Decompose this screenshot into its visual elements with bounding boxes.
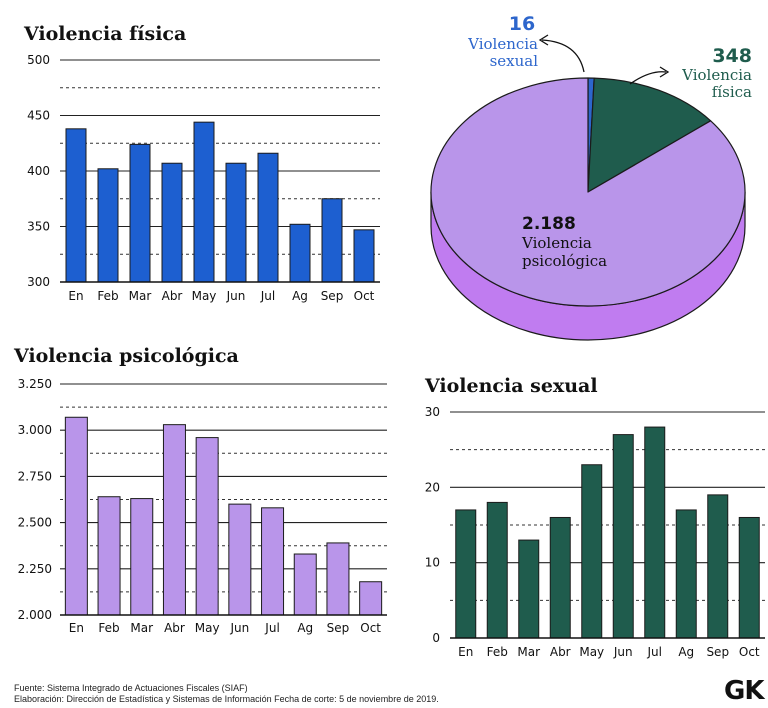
x-tick-label: Feb — [98, 621, 119, 635]
chart-title-sexual: Violencia sexual — [424, 375, 598, 397]
x-tick-label: Jun — [229, 621, 249, 635]
pie-slice-0 — [430, 77, 746, 307]
pie-label-sexual-1: Violencia — [467, 35, 538, 53]
x-tick-label: Mar — [517, 645, 540, 659]
x-tick-label: Oct — [360, 621, 381, 635]
y-tick-label: 3.250 — [18, 377, 52, 391]
chart-title-psicologica: Violencia psicológica — [13, 345, 239, 367]
x-tick-label: Jul — [260, 289, 275, 303]
x-tick-label: Oct — [354, 289, 375, 303]
gk-logo: GK — [724, 676, 764, 706]
x-tick-label: Abr — [164, 621, 185, 635]
x-tick-label: Abr — [162, 289, 183, 303]
pie-label-psicologica-1: Violencia — [521, 234, 592, 252]
y-tick-label: 3.000 — [18, 423, 52, 437]
bar-Mar — [130, 498, 154, 616]
pie-arrow-sexual — [541, 39, 585, 73]
x-tick-label: May — [195, 621, 220, 635]
x-tick-label: Ag — [297, 621, 313, 635]
x-tick-label: Oct — [739, 645, 760, 659]
pie-label-psicologica-2: psicológica — [522, 252, 607, 270]
footer-source: Fuente: Sistema Integrado de Actuaciones… — [14, 683, 248, 693]
x-tick-label: Jun — [226, 289, 246, 303]
y-tick-label: 0 — [432, 631, 440, 645]
x-tick-label: Jul — [264, 621, 279, 635]
x-tick-label: En — [69, 621, 84, 635]
bar-Feb — [486, 501, 508, 639]
y-tick-label: 20 — [425, 480, 440, 494]
bar-En — [455, 509, 477, 639]
pie-value-fisica: 348 — [712, 45, 752, 67]
bar-May — [193, 121, 215, 283]
y-tick-label: 2.000 — [18, 608, 52, 622]
pie-label-sexual-2: sexual — [490, 52, 539, 70]
x-tick-label: En — [68, 289, 83, 303]
bar-Mar — [518, 539, 540, 639]
pie-arrowhead-fisica — [659, 66, 670, 78]
pie-value-sexual: 16 — [509, 13, 535, 35]
y-tick-label: 400 — [27, 164, 50, 178]
x-tick-label: Abr — [550, 645, 571, 659]
pie-value-psicologica: 2.188 — [522, 214, 576, 234]
x-tick-label: Feb — [487, 645, 508, 659]
y-tick-label: 2.250 — [18, 562, 52, 576]
bar-Abr — [162, 424, 186, 616]
x-tick-label: Sep — [321, 289, 344, 303]
bar-Oct — [359, 581, 383, 616]
y-tick-label: 450 — [27, 109, 50, 123]
bar-Sep — [326, 542, 350, 616]
bar-Sep — [707, 494, 729, 639]
x-tick-label: En — [458, 645, 473, 659]
pie-label-fisica-1: Violencia — [681, 66, 752, 84]
y-tick-label: 2.750 — [18, 469, 52, 483]
pie-arrow-fisica — [629, 71, 667, 85]
bar-Oct — [738, 516, 760, 639]
x-tick-label: Mar — [129, 289, 152, 303]
bar-Jul — [644, 426, 666, 639]
bar-Abr — [161, 162, 183, 283]
bar-Ag — [675, 509, 697, 639]
footer: Fuente: Sistema Integrado de Actuaciones… — [14, 683, 439, 705]
bar-Mar — [129, 143, 151, 283]
bar-Abr — [549, 516, 571, 639]
bar-Ag — [289, 223, 311, 283]
bar-May — [581, 464, 603, 639]
y-tick-label: 10 — [425, 556, 440, 570]
bar-May — [195, 437, 219, 616]
x-tick-label: Feb — [97, 289, 118, 303]
x-tick-label: Ag — [292, 289, 308, 303]
y-tick-label: 2.500 — [18, 516, 52, 530]
bar-Jun — [612, 434, 634, 639]
pie-slice-1 — [587, 77, 712, 193]
bar-Sep — [321, 198, 343, 283]
bar-Jul — [261, 507, 285, 616]
x-tick-label: Mar — [130, 621, 153, 635]
x-tick-label: May — [192, 289, 217, 303]
y-tick-label: 300 — [27, 275, 50, 289]
bar-En — [65, 128, 87, 283]
x-tick-label: Jul — [647, 645, 662, 659]
bar-Ag — [293, 553, 317, 616]
chart-title-fisica: Violencia física — [23, 23, 186, 45]
y-tick-label: 350 — [27, 220, 50, 234]
bar-Jun — [228, 503, 252, 616]
y-tick-label: 500 — [27, 53, 50, 67]
bar-Jul — [257, 152, 279, 283]
pie-arrowhead-sexual — [538, 34, 549, 46]
x-tick-label: Jun — [613, 645, 633, 659]
bar-En — [64, 416, 88, 616]
bar-Oct — [353, 229, 375, 283]
footer-credit: Elaboración: Dirección de Estadística y … — [14, 694, 439, 704]
x-tick-label: Sep — [327, 621, 350, 635]
x-tick-label: May — [579, 645, 604, 659]
bar-Feb — [97, 496, 121, 616]
bar-Feb — [97, 168, 119, 283]
x-tick-label: Ag — [678, 645, 694, 659]
pie-label-fisica-2: física — [712, 83, 752, 101]
bar-Jun — [225, 162, 247, 283]
y-tick-label: 30 — [425, 405, 440, 419]
x-tick-label: Sep — [706, 645, 729, 659]
